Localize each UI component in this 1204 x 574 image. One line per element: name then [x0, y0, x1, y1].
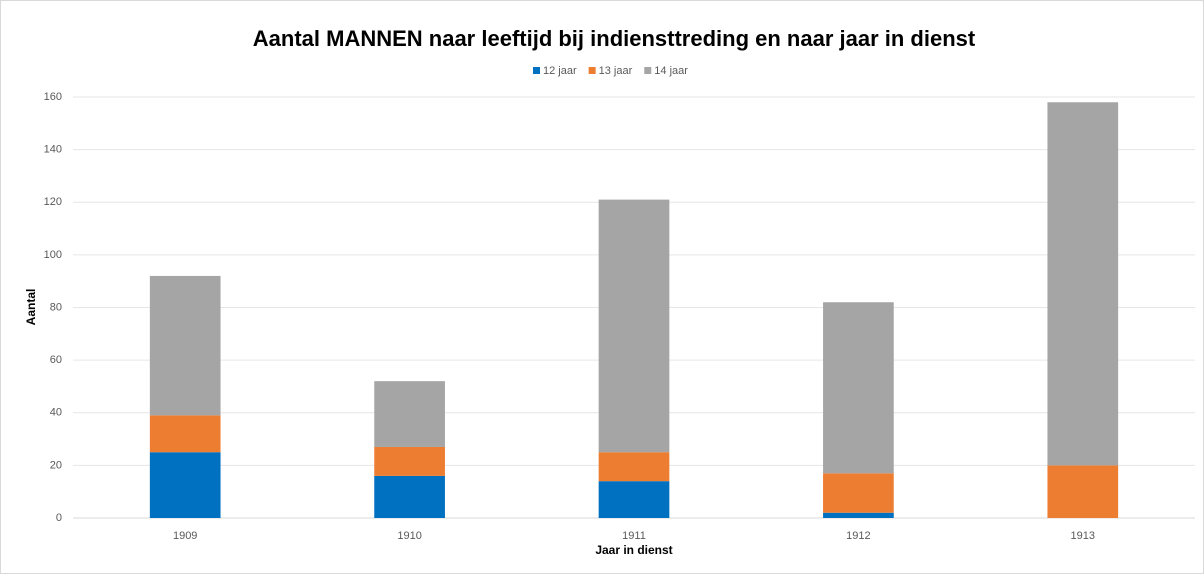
bar-segment — [1047, 102, 1119, 466]
bar-segment — [598, 199, 670, 453]
bar-segment — [823, 302, 894, 474]
bar-segment — [598, 452, 670, 482]
legend-label: 13 jaar — [599, 65, 633, 77]
y-tick-label: 20 — [50, 459, 62, 471]
bar-segment — [823, 512, 894, 518]
y-tick-label: 0 — [56, 512, 62, 524]
y-tick-label: 60 — [50, 354, 62, 366]
bar-segment — [374, 381, 445, 447]
y-tick-label: 120 — [44, 196, 62, 208]
x-tick-label: 1912 — [846, 530, 870, 542]
y-tick-label: 80 — [50, 301, 62, 313]
y-tick-label: 40 — [50, 407, 62, 419]
bar-segment — [1047, 465, 1119, 518]
y-axis-title: Aantal — [24, 289, 38, 326]
x-tick-label: 1909 — [173, 530, 197, 542]
legend-swatch — [533, 67, 540, 74]
chart-title: Aantal MANNEN naar leeftijd bij indienst… — [253, 26, 976, 51]
legend-swatch — [588, 67, 596, 74]
x-tick-label: 1910 — [397, 530, 421, 542]
y-tick-label: 160 — [44, 91, 62, 103]
bar-segment — [374, 475, 445, 518]
y-tick-label: 140 — [44, 144, 62, 156]
legend-label: 12 jaar — [543, 65, 577, 77]
legend-swatch — [644, 67, 652, 74]
bar-segment — [598, 481, 670, 518]
bar-segment — [149, 275, 221, 416]
x-axis-title: Jaar in dienst — [595, 543, 672, 557]
bar-segment — [149, 415, 221, 453]
bar-segment — [823, 473, 894, 513]
bar-segment — [149, 452, 221, 518]
x-tick-label: 1911 — [622, 530, 646, 542]
bar-segment — [374, 446, 445, 476]
y-tick-label: 100 — [44, 249, 62, 261]
legend-label: 14 jaar — [654, 65, 688, 77]
x-tick-label: 1913 — [1071, 530, 1095, 542]
